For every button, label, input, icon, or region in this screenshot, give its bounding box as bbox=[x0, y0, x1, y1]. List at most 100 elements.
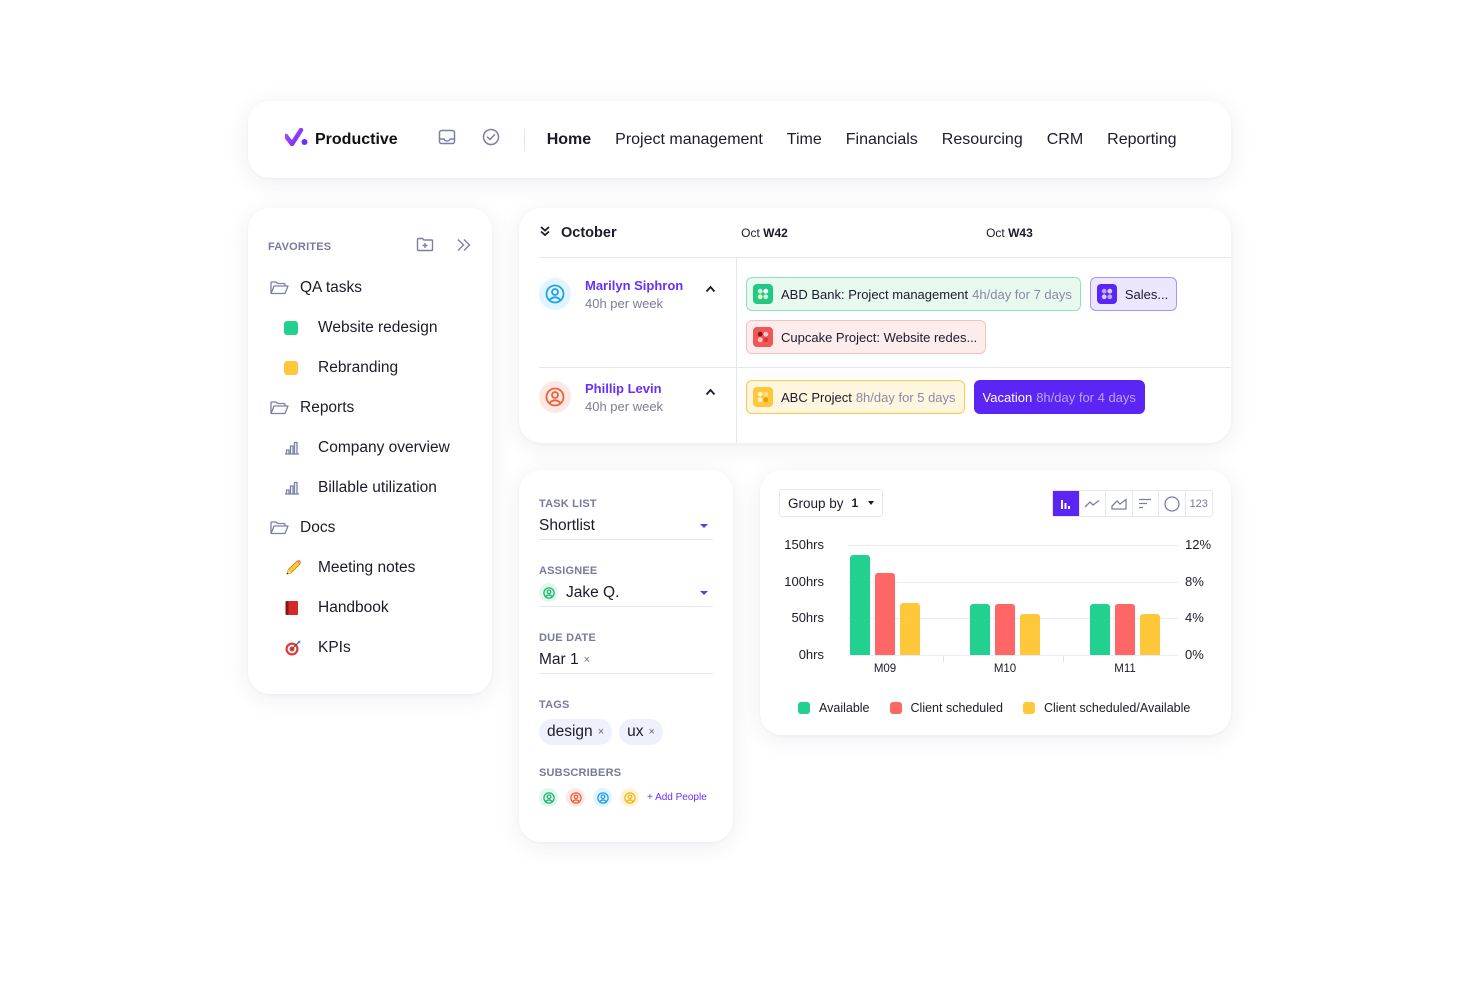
gridline bbox=[848, 655, 1178, 656]
nav-financials[interactable]: Financials bbox=[845, 130, 918, 148]
nav-resourcing[interactable]: Resourcing bbox=[941, 130, 1023, 148]
x-tick bbox=[943, 656, 944, 662]
subscriber-avatar[interactable] bbox=[539, 788, 558, 807]
collapse-chevron-up-icon[interactable] bbox=[705, 383, 716, 401]
favorite-folder-docs[interactable]: Docs bbox=[268, 508, 472, 548]
user-icon bbox=[545, 284, 565, 304]
subscriber-avatar[interactable] bbox=[566, 788, 585, 807]
collapse-chevron-up-icon[interactable] bbox=[705, 280, 716, 298]
bar[interactable] bbox=[850, 555, 870, 655]
nav-time[interactable]: Time bbox=[786, 130, 822, 148]
due-date-label: DUE DATE bbox=[539, 632, 597, 644]
legend-client-scheduled-available[interactable]: Client scheduled/Available bbox=[1022, 701, 1190, 715]
double-chevron-down-icon[interactable] bbox=[539, 225, 551, 241]
line-chart-icon[interactable] bbox=[1080, 491, 1106, 516]
due-date-field[interactable]: Mar 1 × bbox=[539, 646, 713, 674]
bar-chart-icon[interactable] bbox=[1053, 491, 1080, 516]
booking-sales[interactable]: Sales... bbox=[1089, 277, 1178, 311]
favorite-folder-reports[interactable]: Reports bbox=[268, 388, 472, 428]
inbox-icon[interactable] bbox=[438, 129, 456, 150]
check-circle-icon[interactable] bbox=[482, 128, 500, 151]
favorite-label: Docs bbox=[300, 519, 336, 536]
assignee-avatar bbox=[539, 583, 558, 602]
favorite-label: Rebranding bbox=[318, 359, 399, 376]
nav-project-management[interactable]: Project management bbox=[615, 130, 763, 148]
y-axis-right-tick: 8% bbox=[1185, 574, 1204, 589]
booking-detail: 4h/day for 7 days bbox=[972, 286, 1072, 302]
assignee-label: ASSIGNEE bbox=[539, 565, 598, 577]
subscriber-avatar[interactable] bbox=[593, 788, 612, 807]
favorite-label: Company overview bbox=[318, 439, 450, 456]
booking-detail: 8h/day for 4 days bbox=[1036, 389, 1136, 405]
favorite-billable-utilization[interactable]: Billable utilization bbox=[268, 468, 472, 508]
tag-label: design bbox=[547, 723, 593, 740]
logo[interactable]: Productive bbox=[283, 127, 398, 151]
person-name[interactable]: Marilyn Siphron bbox=[585, 278, 684, 293]
favorite-label: Handbook bbox=[318, 599, 389, 616]
week-header-w42: Oct W42 bbox=[741, 226, 986, 240]
task-list-select[interactable]: Shortlist bbox=[539, 512, 713, 540]
legend-swatch bbox=[1022, 702, 1035, 714]
bar[interactable] bbox=[1090, 603, 1110, 655]
bar[interactable] bbox=[875, 572, 895, 655]
booking-title: ABC Project bbox=[781, 389, 852, 405]
favorite-meeting-notes[interactable]: Meeting notes bbox=[268, 548, 472, 588]
group-by-dropdown[interactable]: Group by 1 bbox=[779, 489, 884, 517]
nav-reporting[interactable]: Reporting bbox=[1107, 130, 1177, 148]
area-chart-icon[interactable] bbox=[1106, 491, 1133, 516]
remove-tag-icon[interactable]: × bbox=[597, 726, 605, 738]
favorites-panel: FAVORITES QA tasks Website redesign Rebr… bbox=[248, 208, 492, 694]
avatar bbox=[539, 278, 571, 310]
bar[interactable] bbox=[1140, 613, 1160, 655]
subscriber-avatar[interactable] bbox=[620, 788, 639, 807]
favorite-label: KPIs bbox=[318, 639, 351, 656]
tag-design[interactable]: design × bbox=[539, 719, 613, 745]
project-icon bbox=[753, 284, 773, 304]
chart-type-switcher: 123 bbox=[1052, 490, 1213, 517]
folder-icon bbox=[270, 281, 292, 295]
bar[interactable] bbox=[1020, 613, 1040, 655]
booking-vacation[interactable]: Vacation 8h/day for 4 days bbox=[973, 380, 1145, 414]
favorite-handbook[interactable]: Handbook bbox=[268, 588, 472, 628]
y-axis-right-tick: 4% bbox=[1185, 610, 1204, 625]
nav-home[interactable]: Home bbox=[546, 130, 592, 148]
bar[interactable] bbox=[970, 603, 990, 655]
favorite-kpis[interactable]: KPIs bbox=[268, 628, 472, 668]
person-name[interactable]: Phillip Levin bbox=[585, 381, 662, 396]
legend-client-scheduled[interactable]: Client scheduled bbox=[889, 701, 1003, 715]
favorite-label: QA tasks bbox=[300, 279, 363, 296]
nav-crm[interactable]: CRM bbox=[1046, 130, 1084, 148]
group-by-count: 1 bbox=[851, 496, 859, 510]
bar[interactable] bbox=[995, 603, 1015, 655]
x-axis-label: M09 bbox=[873, 663, 897, 675]
assignee-select[interactable]: Jake Q. bbox=[539, 579, 713, 607]
booking-title: Cupcake Project: Website redes... bbox=[781, 329, 978, 345]
pie-chart-icon[interactable] bbox=[1159, 491, 1186, 516]
favorite-company-overview[interactable]: Company overview bbox=[268, 428, 472, 468]
clear-date-icon[interactable]: × bbox=[583, 653, 591, 666]
month-selector[interactable]: October bbox=[539, 225, 741, 241]
week-prefix: Oct bbox=[986, 225, 1005, 240]
dropdown-arrow-icon bbox=[868, 501, 875, 505]
favorites-title: FAVORITES bbox=[268, 241, 332, 253]
remove-tag-icon[interactable]: × bbox=[648, 726, 655, 738]
booking-abc-project[interactable]: ABC Project 8h/day for 5 days bbox=[746, 380, 965, 414]
add-people-button[interactable]: + Add People bbox=[647, 792, 707, 803]
bar[interactable] bbox=[900, 602, 920, 655]
tag-ux[interactable]: ux × bbox=[619, 719, 663, 745]
booking-detail: 8h/day for 5 days bbox=[855, 389, 956, 405]
number-icon[interactable]: 123 bbox=[1189, 497, 1208, 510]
person-hours: 40h per week bbox=[585, 296, 664, 311]
favorite-rebranding[interactable]: Rebranding bbox=[268, 348, 472, 388]
legend-available[interactable]: Available bbox=[798, 701, 870, 715]
favorite-folder-qa-tasks[interactable]: QA tasks bbox=[268, 268, 472, 308]
due-date-value: Mar 1 bbox=[539, 650, 579, 668]
double-chevron-right-icon[interactable] bbox=[456, 238, 472, 257]
bar[interactable] bbox=[1115, 603, 1135, 655]
booking-abd-bank[interactable]: ABD Bank: Project management 4h/day for 7… bbox=[746, 277, 1081, 311]
sort-bars-icon[interactable] bbox=[1133, 491, 1159, 516]
folder-add-icon[interactable] bbox=[416, 237, 434, 257]
green-square-icon bbox=[284, 321, 306, 335]
favorite-website-redesign[interactable]: Website redesign bbox=[268, 308, 472, 348]
booking-cupcake-project[interactable]: Cupcake Project: Website redes... bbox=[746, 320, 987, 354]
